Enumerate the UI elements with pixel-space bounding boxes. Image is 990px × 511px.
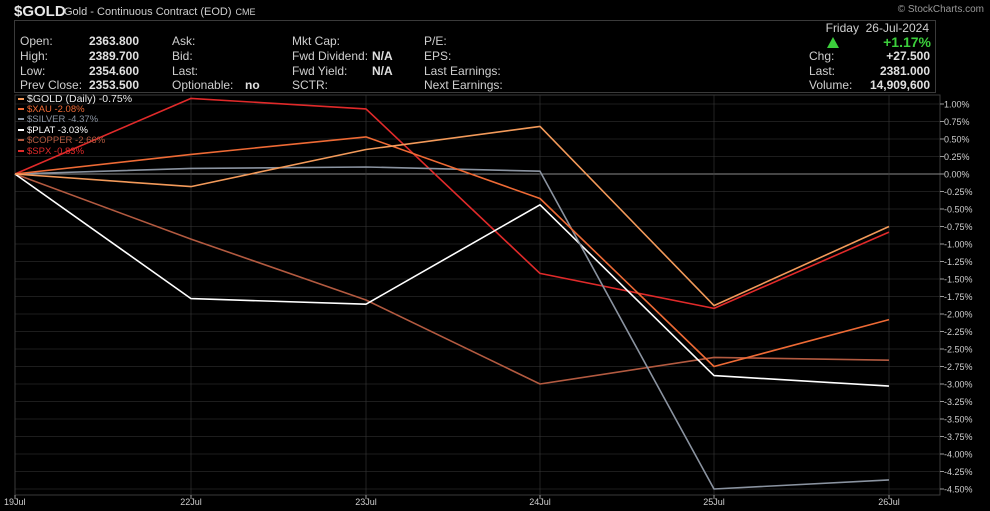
eps-label: EPS: bbox=[424, 49, 452, 63]
y-tick-label: 0.00% bbox=[944, 170, 970, 180]
legend-swatch bbox=[18, 98, 24, 101]
prev-close-label: Prev Close: bbox=[20, 78, 83, 92]
last2-label: Last: bbox=[809, 64, 836, 78]
y-tick-label: 0.75% bbox=[944, 117, 970, 127]
symbol-description: Gold - Continuous Contract (EOD) CME bbox=[64, 6, 256, 18]
date-line: Friday 26-Jul-2024 bbox=[729, 21, 929, 35]
optionable-value: no bbox=[245, 78, 260, 92]
stockcharts-credit[interactable]: © StockCharts.com bbox=[897, 4, 984, 15]
y-tick-label: -2.75% bbox=[944, 362, 973, 372]
legend-swatch bbox=[18, 128, 24, 131]
y-tick-label: -1.50% bbox=[944, 275, 973, 285]
series-line bbox=[14, 136, 890, 368]
y-tick-label: -0.50% bbox=[944, 205, 973, 215]
prev-close-value: 2353.500 bbox=[88, 78, 139, 92]
low-value: 2354.600 bbox=[88, 64, 139, 78]
y-tick-label: -1.25% bbox=[944, 257, 973, 267]
y-tick-label: -2.25% bbox=[944, 327, 973, 337]
legend-label: $GOLD (Daily) -0.75% bbox=[27, 93, 133, 105]
x-tick-label: 25Jul bbox=[703, 497, 725, 507]
fwd-dividend-value: N/A bbox=[372, 49, 393, 63]
symbol-title: $GOLD bbox=[14, 3, 66, 20]
legend-label: $COPPER -2.66% bbox=[27, 135, 106, 146]
last-earnings-label: Last Earnings: bbox=[424, 64, 501, 78]
y-tick-label: -3.00% bbox=[944, 380, 973, 390]
y-tick-label: -0.75% bbox=[944, 222, 973, 232]
x-tick-label: 22Jul bbox=[180, 497, 202, 507]
ask-label: Ask: bbox=[172, 34, 196, 48]
y-tick-label: -4.00% bbox=[944, 450, 973, 460]
chg-label: Chg: bbox=[809, 49, 835, 63]
series-line bbox=[14, 166, 890, 490]
y-tick-label: -1.75% bbox=[944, 292, 973, 302]
y-tick-label: 1.00% bbox=[944, 100, 970, 110]
legend-swatch bbox=[18, 118, 24, 121]
y-tick-label: -1.00% bbox=[944, 240, 973, 250]
legend-item: $GOLD (Daily) -0.75% bbox=[18, 94, 132, 105]
series-line bbox=[14, 97, 890, 310]
chart-legend: $GOLD (Daily) -0.75% $XAU -2.08% $SILVER -… bbox=[18, 94, 132, 157]
low-label: Low: bbox=[20, 64, 46, 78]
mkt-cap-label: Mkt Cap: bbox=[292, 34, 341, 48]
y-tick-label: -3.75% bbox=[944, 432, 973, 442]
description-text: Gold - Continuous Contract (EOD) bbox=[64, 6, 232, 18]
sctr-label: SCTR: bbox=[292, 78, 328, 92]
legend-item: $SILVER -4.37% bbox=[18, 114, 132, 126]
day-label: Friday bbox=[825, 21, 859, 35]
series-line bbox=[14, 173, 890, 387]
legend-label: $SILVER -4.37% bbox=[27, 114, 99, 125]
up-triangle-icon bbox=[827, 37, 839, 48]
fwd-yield-value: N/A bbox=[372, 64, 393, 78]
fwd-yield-label: Fwd Yield: bbox=[292, 64, 348, 78]
y-tick-label: -3.50% bbox=[944, 415, 973, 425]
x-tick-label: 23Jul bbox=[355, 497, 377, 507]
exchange-label: CME bbox=[235, 7, 256, 17]
legend-swatch bbox=[18, 107, 24, 110]
legend-swatch bbox=[18, 149, 24, 152]
y-tick-label: -4.25% bbox=[944, 467, 973, 477]
y-tick-label: -2.50% bbox=[944, 345, 973, 355]
y-tick-label: -3.25% bbox=[944, 397, 973, 407]
series-line bbox=[14, 125, 890, 307]
next-earnings-label: Next Earnings: bbox=[424, 78, 503, 92]
bid-label: Bid: bbox=[172, 49, 193, 63]
volume-label: Volume: bbox=[809, 78, 853, 92]
legend-item: $XAU -2.08% bbox=[18, 103, 132, 116]
legend-swatch bbox=[18, 139, 24, 142]
legend-label: $PLAT -3.03% bbox=[27, 124, 88, 136]
last-label: Last: bbox=[172, 64, 199, 78]
fwd-dividend-label: Fwd Dividend: bbox=[292, 49, 369, 63]
y-tick-label: -2.00% bbox=[944, 310, 973, 320]
optionable-label: Optionable: bbox=[172, 78, 234, 92]
legend-item: $SPX -0.83% bbox=[18, 145, 132, 158]
open-label: Open: bbox=[20, 34, 53, 48]
legend-label: $SPX -0.83% bbox=[27, 145, 85, 157]
high-value: 2389.700 bbox=[88, 49, 139, 63]
x-tick-label: 19Jul bbox=[4, 497, 26, 507]
legend-label: $XAU -2.08% bbox=[27, 103, 85, 115]
legend-item: $COPPER -2.66% bbox=[18, 135, 132, 147]
y-tick-label: 0.25% bbox=[944, 152, 970, 162]
y-tick-label: -0.25% bbox=[944, 187, 973, 197]
volume-value: 14,909,600 bbox=[869, 78, 930, 92]
y-tick-label: 0.50% bbox=[944, 135, 970, 145]
last2-value: 2381.000 bbox=[879, 64, 930, 78]
x-tick-label: 24Jul bbox=[529, 497, 551, 507]
date-label: 26-Jul-2024 bbox=[865, 21, 929, 35]
chg-value: +27.500 bbox=[886, 49, 930, 63]
x-tick-label: 26Jul bbox=[878, 497, 900, 507]
plot-frame bbox=[14, 94, 941, 496]
open-value: 2363.800 bbox=[88, 34, 139, 48]
quote-panel: Open: 2363.800 High: 2389.700 Low: 2354.… bbox=[14, 20, 936, 93]
legend-item: $PLAT -3.03% bbox=[18, 124, 132, 137]
y-tick-label: -4.50% bbox=[944, 485, 973, 495]
pe-label: P/E: bbox=[424, 34, 447, 48]
change-pct: +1.17% bbox=[883, 34, 931, 50]
high-label: High: bbox=[20, 49, 49, 63]
